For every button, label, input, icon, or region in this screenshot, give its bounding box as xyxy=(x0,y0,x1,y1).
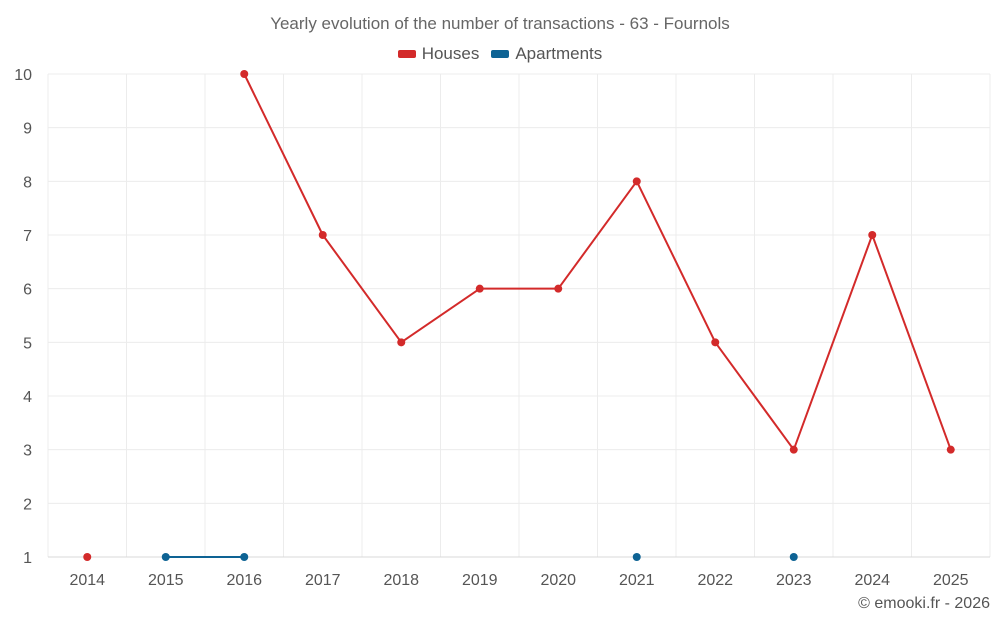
x-tick-label: 2014 xyxy=(69,572,105,589)
legend-label-apartments: Apartments xyxy=(515,44,603,63)
data-point-houses xyxy=(475,284,484,293)
legend-swatch-apartments xyxy=(491,50,510,58)
data-point-apartments xyxy=(789,553,798,561)
grid xyxy=(47,73,991,558)
data-point-houses xyxy=(83,553,92,561)
x-tick-label: 2019 xyxy=(462,572,498,589)
data-point-apartments xyxy=(161,553,170,561)
data-point-apartments xyxy=(240,553,249,561)
legend-label-houses: Houses xyxy=(421,44,480,63)
x-tick-label: 2020 xyxy=(540,572,576,589)
data-point-houses xyxy=(711,338,720,347)
y-tick-label: 10 xyxy=(14,67,32,84)
axes: 1 2 3 4 5 6 7 8 9 10 2014 2015 2016 2017 2018 2019 2020 2… xyxy=(14,67,990,589)
y-tick-label: 7 xyxy=(23,228,32,245)
data-point-houses xyxy=(946,445,955,454)
x-tick-label: 2017 xyxy=(305,572,341,589)
y-tick-label: 5 xyxy=(23,335,32,352)
y-tick-label: 3 xyxy=(23,443,32,460)
series-layer xyxy=(83,70,955,561)
credit-text: © emooki.fr - 2026 xyxy=(858,595,990,612)
data-point-houses xyxy=(397,338,406,347)
data-point-houses xyxy=(632,177,641,186)
data-point-houses xyxy=(240,70,249,78)
y-tick-label: 6 xyxy=(23,282,32,299)
legend-item-houses[interactable]: Houses xyxy=(397,44,480,64)
legend-swatch-houses xyxy=(397,50,416,58)
y-tick-label: 1 xyxy=(23,550,32,567)
y-tick-label: 9 xyxy=(23,121,32,138)
chart-title: Yearly evolution of the number of transa… xyxy=(270,14,730,33)
y-tick-label: 2 xyxy=(23,496,32,513)
y-tick-label: 4 xyxy=(23,389,32,406)
data-point-houses xyxy=(868,231,877,239)
x-tick-label: 2016 xyxy=(226,572,262,589)
data-point-houses xyxy=(318,231,327,239)
data-point-apartments xyxy=(632,553,641,561)
data-point-houses xyxy=(554,284,563,293)
y-tick-label: 8 xyxy=(23,174,32,191)
x-tick-label: 2021 xyxy=(619,572,655,589)
x-tick-label: 2025 xyxy=(933,572,969,589)
x-tick-label: 2024 xyxy=(854,572,890,589)
series-line-houses xyxy=(243,73,952,451)
x-tick-label: 2018 xyxy=(383,572,419,589)
chart-legend: Houses Apartments xyxy=(0,44,1000,64)
data-point-houses xyxy=(789,445,798,454)
x-tick-label: 2015 xyxy=(148,572,184,589)
legend-item-apartments[interactable]: Apartments xyxy=(491,44,602,64)
x-tick-label: 2022 xyxy=(697,572,733,589)
x-tick-label: 2023 xyxy=(776,572,812,589)
